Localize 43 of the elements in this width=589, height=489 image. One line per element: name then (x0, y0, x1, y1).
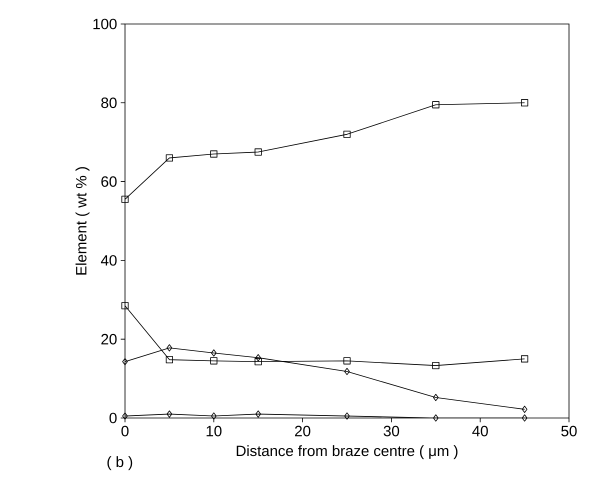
point (522, 414, 528, 422)
point (521, 355, 528, 362)
x-tick-label: 20 (295, 426, 310, 436)
point (255, 410, 262, 418)
y-tick-label: 60 (101, 176, 117, 187)
point (344, 368, 350, 376)
point (432, 362, 440, 370)
point (432, 101, 440, 108)
point (343, 130, 351, 138)
x-tick-label: 40 (472, 426, 488, 436)
point (166, 344, 172, 352)
point (121, 302, 129, 310)
text: ( b ) (107, 456, 132, 470)
point (254, 358, 262, 366)
point (211, 349, 217, 357)
y-tick-label: 80 (101, 97, 117, 108)
point (433, 414, 439, 422)
point (166, 154, 174, 162)
x-tick-label: 0 (121, 426, 129, 436)
x-tick-label: 30 (384, 426, 400, 436)
point (121, 196, 129, 203)
point (166, 410, 172, 418)
point (122, 412, 128, 420)
point (343, 357, 351, 364)
point (122, 358, 128, 366)
point (522, 406, 528, 413)
point (166, 356, 174, 364)
y-tick-label: 20 (101, 334, 117, 344)
x-axis-title: Distance from braze centre ( μm ) (236, 445, 458, 460)
x-tick-label: 10 (206, 426, 222, 436)
point (433, 394, 439, 402)
point (210, 357, 218, 364)
point (211, 412, 217, 420)
x-tick-label: 50 (561, 426, 577, 436)
point (521, 99, 528, 106)
point (254, 148, 262, 156)
y-tick-label: 0 (110, 412, 117, 424)
point (210, 150, 218, 158)
y-axis-title: Element ( wt % ) (76, 167, 90, 275)
y-tick-label: 40 (100, 255, 117, 266)
y-tick-label: 100 (93, 18, 117, 30)
point (255, 354, 262, 362)
point (344, 412, 350, 420)
